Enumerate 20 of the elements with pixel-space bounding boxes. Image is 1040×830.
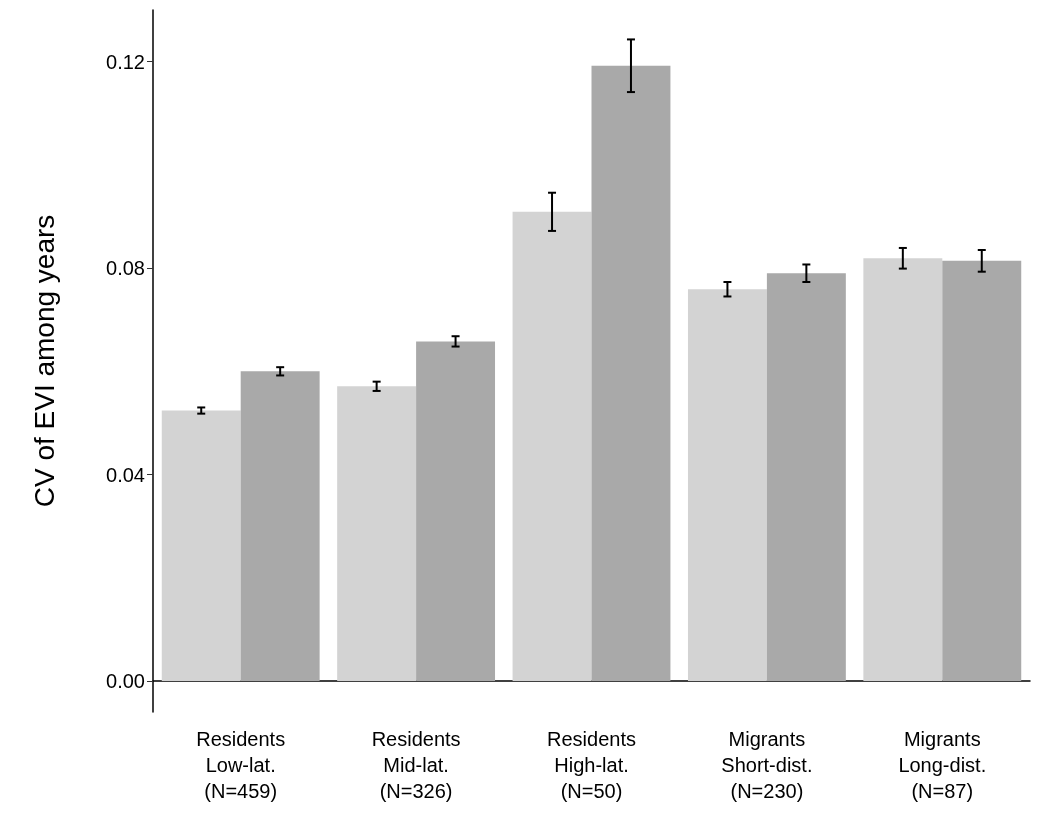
bar bbox=[687, 289, 767, 682]
bar bbox=[240, 371, 320, 682]
bar bbox=[161, 410, 241, 682]
bar bbox=[337, 386, 417, 682]
bar bbox=[766, 273, 846, 682]
x-tick-label: Residents Mid-lat. (N=326) bbox=[371, 728, 461, 802]
y-axis-title: CV of EVI among years bbox=[28, 214, 60, 508]
x-tick-label: Migrants Long-dist. (N=87) bbox=[898, 728, 987, 802]
x-tick-label: Residents Low-lat. (N=459) bbox=[196, 728, 286, 802]
bar bbox=[942, 260, 1022, 682]
bar bbox=[416, 341, 496, 682]
y-tick-label: 0.08 bbox=[106, 257, 145, 280]
bar bbox=[512, 211, 592, 682]
bar bbox=[863, 258, 943, 682]
y-tick-label: 0.04 bbox=[106, 463, 145, 486]
x-tick-label: Migrants Short-dist. (N=230) bbox=[721, 728, 813, 802]
y-tick-label: 0.00 bbox=[106, 670, 145, 693]
x-tick-label: Residents High-lat. (N=50) bbox=[547, 728, 636, 802]
y-tick-label: 0.12 bbox=[106, 50, 145, 73]
bar bbox=[591, 65, 671, 682]
